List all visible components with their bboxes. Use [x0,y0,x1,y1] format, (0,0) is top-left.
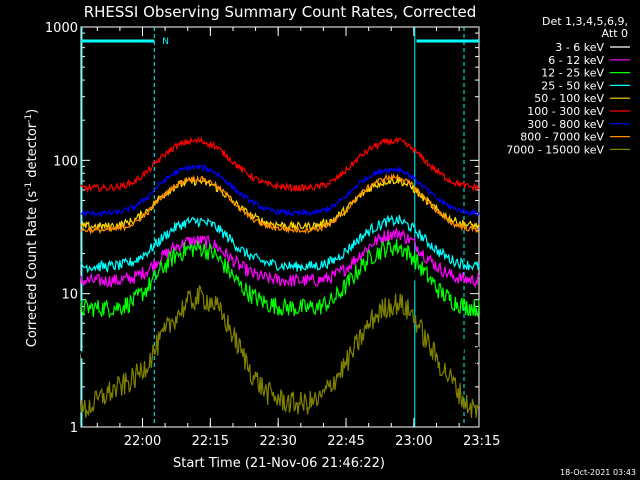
series-line-8 [80,285,480,418]
footer-timestamp: 18-Oct-2021 03:43 [560,468,636,477]
legend-entry-label: 3 - 6 keV [555,41,604,54]
legend-entry-label: 7000 - 15000 keV [506,143,604,156]
axes-layer: 1 10 100 1000 22:00 22:15 22:30 22:45 23:00 23:15 [45,21,501,449]
chart-title: RHESSI Observing Summary Count Rates, Co… [84,3,477,21]
x-tick-label: 22:30 [259,434,296,449]
x-axis-label: Start Time (21-Nov-06 21:46:22) [173,456,385,471]
y-axis-label-sup2: -1 [24,114,34,123]
y-tick-label: 1000 [45,21,78,36]
y-tick-label: 100 [53,154,78,169]
legend-entry-label: 6 - 12 keV [548,54,604,67]
x-tick-label: 22:00 [124,434,161,449]
y-tick-label: 1 [70,421,78,436]
y-tick-label: 10 [61,288,78,303]
x-tick-label: 23:15 [463,434,500,449]
y-axis-label: Corrected Count Rate (s-1 detector-1) [24,109,40,347]
series-line-4 [80,176,480,232]
night-flag-label: N [162,37,169,47]
series-line-7 [80,172,480,236]
legend-entry-label: 300 - 800 keV [527,118,604,131]
series-line-5 [80,136,480,194]
legend-entry-label: 50 - 100 keV [534,92,604,105]
legend-entry-label: 800 - 7000 keV [520,131,604,144]
x-tick-label: 22:45 [327,434,364,449]
legend-header-line: Det 1,3,4,5,6,9, [542,15,628,28]
series-line-1 [80,228,480,289]
legend-header-line: Att 0 [602,27,628,40]
y-axis-label-sup1: -1 [24,182,34,191]
series-line-6 [80,163,480,218]
plot-frame [80,26,480,428]
series-line-0 [80,244,480,365]
legend-entry-label: 100 - 300 keV [527,105,604,118]
legend-entry-label: 12 - 25 keV [541,67,604,80]
x-tick-label: 23:00 [395,434,432,449]
y-axis-label-part2: detector [25,122,40,182]
legend-entry-label: 25 - 50 keV [541,79,604,92]
series-line-3 [80,214,480,274]
y-axis-label-part3: ) [25,109,40,114]
x-tick-label: 22:15 [192,434,229,449]
y-axis-label-part1: Corrected Count Rate (s [25,191,40,348]
series-layer [80,136,480,418]
series-line-2 [80,239,480,319]
